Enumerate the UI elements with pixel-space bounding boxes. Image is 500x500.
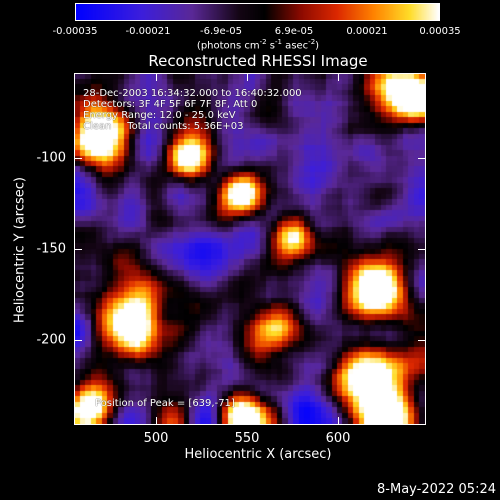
colorbar-tick-label: 6.9e-05: [274, 26, 314, 37]
y-tick-label: -200: [36, 332, 66, 348]
axis-tick: [74, 249, 82, 250]
annotation-energy-range: Energy Range: 12.0 - 25.0 keV: [83, 110, 236, 121]
x-axis-label: Heliocentric X (arcsec): [184, 447, 332, 462]
axis-tick: [418, 340, 426, 341]
axis-tick: [247, 417, 248, 425]
axis-tick: [156, 417, 157, 425]
y-tick-label: -150: [36, 241, 66, 257]
colorbar-tick-label: 0.00021: [346, 26, 388, 37]
rhessi-image-panel: 28-Dec-2003 16:34:32.000 to 16:40:32.000…: [74, 73, 426, 425]
annotation-time-range: 28-Dec-2003 16:34:32.000 to 16:40:32.000: [83, 88, 302, 99]
axis-tick: [247, 73, 248, 81]
axis-tick: [338, 417, 339, 425]
axis-tick: [418, 158, 426, 159]
rhessi-image: [75, 74, 425, 424]
annotation-peak-position: Position of Peak = [639,-71]: [95, 398, 235, 409]
annotation-algorithm: Clean Total counts: 5.36E+03: [83, 121, 244, 132]
x-tick-label: 600: [325, 431, 351, 446]
colorbar-tick-label: -6.9e-05: [200, 26, 242, 37]
image-title: Reconstructed RHESSI Image: [148, 52, 368, 70]
colorbar-unit-label: (photons cm-2 s-1 asec-2): [196, 38, 320, 52]
colorbar-tick-label: -0.00035: [52, 26, 98, 37]
x-tick-label: 500: [143, 431, 169, 446]
y-tick-label: -100: [36, 150, 66, 166]
axis-tick: [156, 73, 157, 81]
colorbar-tick-label: -0.00021: [125, 26, 171, 37]
colorbar-tick-label: 0.00035: [419, 26, 461, 37]
axis-tick: [74, 158, 82, 159]
timestamp: 8-May-2022 05:24: [377, 482, 496, 497]
axis-tick: [418, 249, 426, 250]
axis-tick: [338, 73, 339, 81]
axis-tick: [74, 340, 82, 341]
x-tick-label: 550: [234, 431, 260, 446]
annotation-detectors: Detectors: 3F 4F 5F 6F 7F 8F, Att 0: [83, 99, 258, 110]
colorbar: [75, 3, 440, 21]
y-axis-label: Heliocentric Y (arcsec): [12, 177, 28, 323]
